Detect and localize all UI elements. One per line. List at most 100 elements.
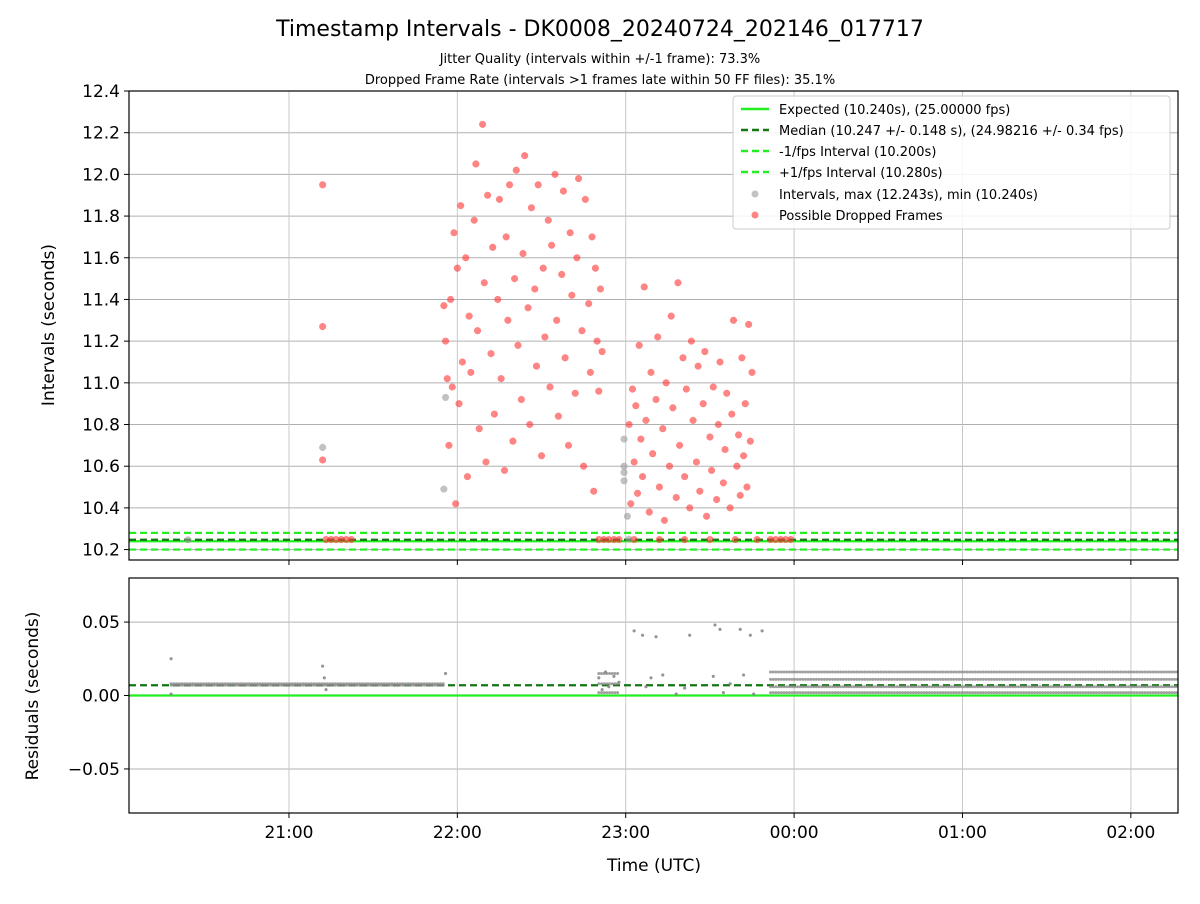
intervals-point [675, 441, 684, 450]
residuals-point [1081, 685, 1085, 689]
residuals-point [1146, 677, 1150, 681]
residuals-point [1138, 677, 1142, 681]
intervals-point [470, 216, 478, 224]
residuals-point [922, 670, 926, 674]
intervals-point [544, 216, 552, 224]
residuals-point [1154, 685, 1158, 689]
residuals-point [863, 691, 867, 695]
intervals-point [630, 535, 638, 544]
residuals-point [1138, 670, 1142, 674]
intervals-point [347, 535, 355, 544]
residuals-point [962, 685, 966, 689]
residuals-point [1011, 685, 1015, 689]
intervals-point [637, 435, 645, 443]
residuals-point [971, 685, 975, 689]
residuals-point [957, 670, 961, 674]
intervals-point [748, 368, 756, 377]
residuals-point [608, 691, 612, 695]
residuals-point [946, 685, 950, 689]
residuals-point [914, 670, 918, 674]
residuals-point [895, 691, 899, 695]
residuals-point [981, 685, 985, 689]
residuals-point [1113, 677, 1117, 681]
legend-label-minus-fps: -1/fps Interval (10.200s) [779, 145, 936, 160]
residuals-point [952, 677, 956, 681]
residuals-point [820, 677, 824, 681]
residuals-point [817, 691, 821, 695]
residuals-point [661, 673, 665, 677]
residuals-point [1124, 677, 1128, 681]
residuals-point [957, 677, 961, 681]
residuals-point [1170, 677, 1174, 681]
residuals-point [1041, 670, 1045, 674]
residuals-point [852, 670, 856, 674]
residuals-point [610, 671, 614, 675]
residuals-point [863, 677, 867, 681]
residuals-point [1097, 691, 1101, 695]
residuals-panel: −0.05 0.00 0.05 21:00 22:00 23:00 00:00 01:00 02… [68, 577, 1179, 843]
residuals-point [841, 691, 845, 695]
residuals-point [809, 691, 813, 695]
intervals-point [568, 291, 576, 299]
residuals-point [919, 677, 923, 681]
residuals-point [841, 685, 845, 689]
residuals-point [874, 677, 878, 681]
intervals-point [574, 174, 583, 183]
intervals-ytick-label: 10.6 [82, 457, 120, 477]
residuals-point [1162, 670, 1166, 674]
intervals-point [554, 412, 563, 420]
residuals-point [836, 691, 840, 695]
residuals-point [412, 682, 416, 686]
residuals-point [1159, 670, 1163, 674]
intervals-point [709, 383, 717, 391]
residuals-point [984, 691, 988, 695]
residuals-point [973, 691, 977, 695]
residuals-point [898, 685, 902, 689]
residuals-point [317, 682, 321, 686]
residuals-point [914, 685, 918, 689]
residuals-point [1105, 670, 1109, 674]
residuals-point [774, 677, 778, 681]
residuals-point [936, 691, 940, 695]
residuals-point [632, 629, 636, 633]
residuals-point [1108, 670, 1112, 674]
intervals-point [532, 362, 541, 370]
residuals-point [1019, 677, 1023, 681]
residuals-point [1130, 691, 1134, 695]
residuals-point [1100, 691, 1104, 695]
residuals-point [860, 670, 864, 674]
residuals-point [1130, 685, 1134, 689]
residuals-point [884, 670, 888, 674]
residuals-point [971, 677, 975, 681]
residuals-point [987, 691, 991, 695]
intervals-point [739, 452, 748, 460]
residuals-point [960, 677, 964, 681]
residuals-point [616, 671, 620, 675]
residuals-point [779, 670, 783, 674]
residuals-point [979, 677, 983, 681]
residuals-point [617, 680, 621, 685]
residuals-point [936, 677, 940, 681]
residuals-point [825, 677, 829, 681]
residuals-point [833, 670, 837, 674]
residuals-point [1078, 670, 1082, 674]
residuals-point [600, 687, 604, 692]
residuals-point [212, 682, 216, 686]
residuals-xtick-label: 22:00 [433, 823, 482, 843]
intervals-point [505, 181, 514, 189]
residuals-point [1148, 670, 1152, 674]
intervals-ytick-label: 12.4 [82, 82, 120, 102]
residuals-point [801, 691, 805, 695]
residuals-point [909, 677, 913, 681]
residuals-point [973, 677, 977, 681]
residuals-point [713, 623, 717, 627]
intervals-ytick-label: 11.6 [82, 249, 120, 269]
residuals-xtick-label: 00:00 [770, 823, 819, 843]
intervals-point [642, 416, 650, 424]
residuals-point [1103, 677, 1107, 681]
residuals-point [599, 682, 603, 686]
intervals-point [736, 491, 744, 500]
residuals-point [965, 691, 969, 695]
residuals-point [271, 682, 275, 686]
residuals-point [1068, 677, 1072, 681]
